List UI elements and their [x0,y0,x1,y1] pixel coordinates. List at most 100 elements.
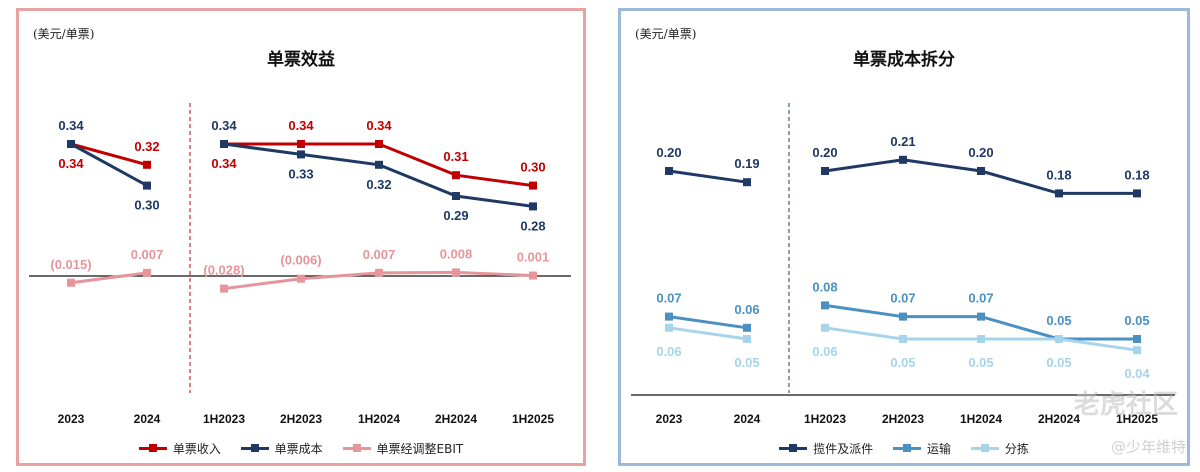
series-line [668,169,748,184]
data-label: 0.05 [1046,355,1071,370]
legend-item-ebit: 单票经调整EBIT [342,440,463,457]
data-label: 0.008 [440,246,473,261]
legend-swatch [342,444,371,452]
data-point [743,178,751,187]
data-label: 0.34 [211,156,237,171]
data-label: 0.08 [812,279,837,294]
series-line [70,142,148,167]
x-tick-label: 1H2025 [512,412,554,426]
series-line [70,142,148,187]
data-label: (0.006) [280,253,321,268]
x-tick-label: 2H2024 [1038,412,1080,426]
x-tick-label: 2024 [134,412,161,426]
data-point [375,160,383,169]
series-line [70,271,148,285]
data-point [529,271,537,280]
unit-economics-chart: 2023 2024 1H2023 2H2023 1H2024 2H2024 1H2025 0.… [29,103,571,426]
legend-swatch [779,444,808,452]
series-line [824,158,1137,195]
x-tick-label: 1H2025 [1116,412,1158,426]
data-label: 0.34 [366,118,392,133]
data-point [67,278,75,287]
data-label: 0.05 [1124,313,1149,328]
legend-swatch [240,444,269,452]
data-label: 0.20 [968,145,993,160]
x-tick-label: 2H2024 [435,412,477,426]
data-point [821,167,829,175]
data-point [977,167,985,175]
series-line [668,315,748,330]
data-label: 0.19 [734,156,759,171]
x-tick-label: 2023 [656,412,683,426]
cost-breakdown-chart: 2023 2024 1H2023 2H2023 1H2024 2H2024 1H2025 0.… [631,103,1175,426]
data-label: 0.31 [443,149,468,164]
cost-breakdown-panel: (美元/单票) 单票成本拆分 2023 2024 1H2023 2H2023 1H202… [618,8,1190,466]
data-label: 0.05 [734,355,759,370]
data-label: 0.34 [211,118,237,133]
data-label: 0.05 [890,355,915,370]
data-point [143,160,151,169]
data-label: 0.06 [812,344,837,359]
data-label: 0.07 [890,291,915,306]
data-point [143,268,151,277]
data-label: 0.21 [890,134,915,149]
legend-swatch [970,444,999,452]
data-label: 0.18 [1046,167,1071,182]
x-tick-label: 1H2023 [203,412,245,426]
data-label: 0.30 [520,160,545,175]
watermark-logo: 老虎社区 [1073,390,1178,420]
data-point [1133,346,1141,355]
legend-item-revenue: 单票收入 [138,440,221,457]
data-point [821,323,829,332]
data-label: (0.015) [50,257,91,272]
data-label: 0.05 [1046,313,1071,328]
series-line [668,326,748,341]
unit-label: (美元/单票) [635,27,697,41]
data-point [899,335,907,343]
data-point [67,140,75,148]
legend-label: 揽件及派件 [813,442,874,456]
data-label: 0.007 [131,247,164,262]
data-point [529,181,537,190]
data-point [665,312,673,321]
x-tick-label: 2023 [58,412,85,426]
chart-title: 单票效益 [267,50,335,70]
data-label: 0.20 [656,145,681,160]
data-point [220,284,228,293]
legend-label: 分拣 [1004,442,1029,456]
data-point [977,312,985,321]
data-label: 0.20 [812,145,837,160]
x-tick-label: 2H2023 [280,412,322,426]
data-point [899,312,907,321]
legend-item-transport: 运输 [892,440,951,457]
data-point [452,192,460,200]
data-point [1133,189,1141,198]
data-label: (0.028) [203,263,244,278]
data-point [1133,335,1141,343]
legend-swatch [892,444,921,452]
data-point [452,268,460,277]
legend-item-pickup-delivery: 揽件及派件 [779,440,873,457]
data-point [821,301,829,310]
unit-economics-panel: (美元/单票) 单票效益 2023 2024 1H2023 2H2023 1H2024 2… [16,8,586,466]
unit-label: (美元/单票) [33,27,95,41]
data-point [665,167,673,175]
data-label: 0.33 [288,166,313,181]
data-label: 0.34 [58,118,84,133]
legend-item-sorting: 分拣 [970,440,1029,457]
data-label: 0.34 [288,118,314,133]
data-point [743,335,751,343]
data-point [297,140,305,148]
legend-label: 单票成本 [274,442,323,456]
data-point [297,150,305,159]
data-label: 0.06 [656,344,681,359]
x-tick-label: 1H2024 [358,412,400,426]
chart-legend: 揽件及派件 运输 分拣 [621,439,1187,457]
data-label: 0.07 [656,291,681,306]
series-line [223,142,534,208]
data-label: 0.06 [734,302,759,317]
legend-item-cost: 单票成本 [240,440,323,457]
data-label: 0.34 [58,156,84,171]
data-label: 0.32 [366,177,391,192]
data-label: 0.07 [968,291,993,306]
